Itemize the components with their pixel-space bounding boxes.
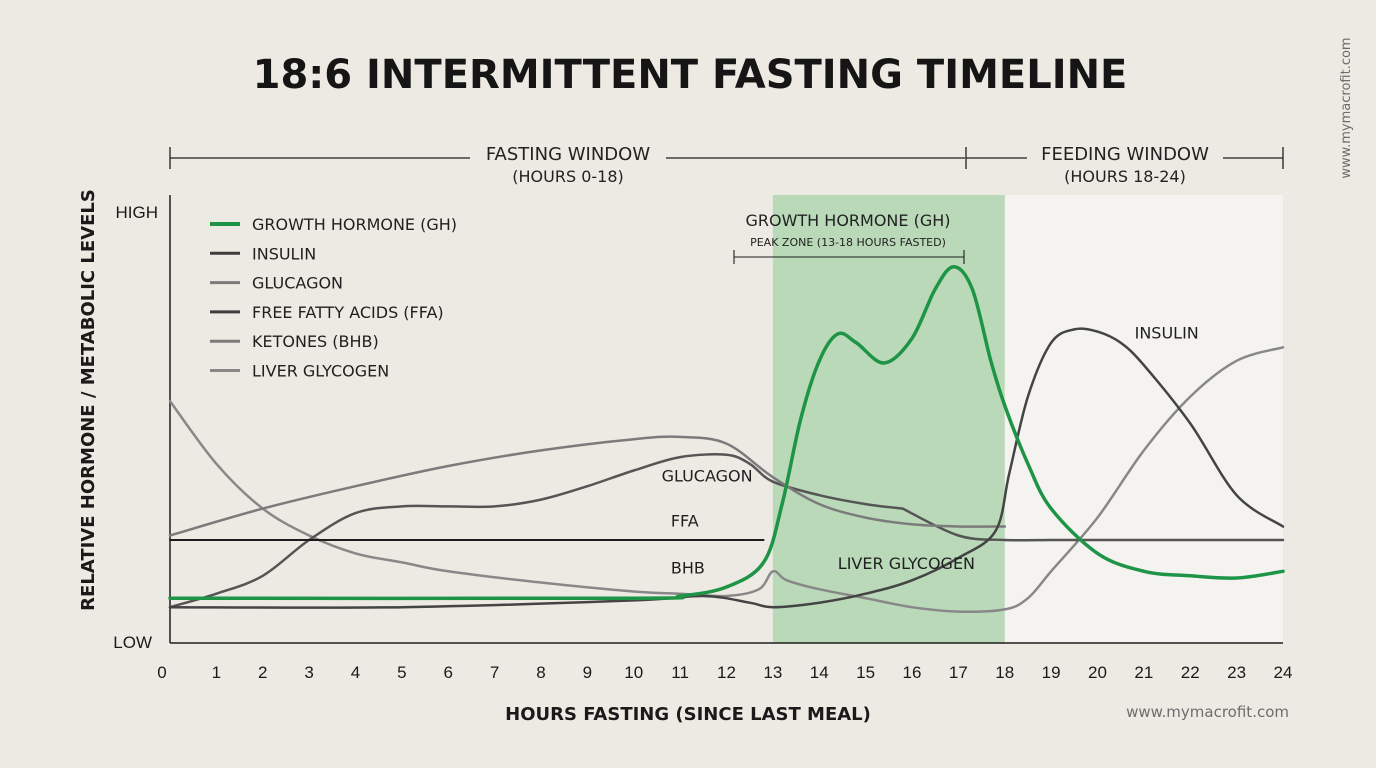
curve-annotations: INSULIN GLUCAGON FFA BHB LIVER GLYCOGEN xyxy=(662,323,1199,577)
feeding-window-label: FEEDING WINDOW xyxy=(1041,144,1209,165)
x-tick-label: 4 xyxy=(351,663,360,682)
x-tick-label: 11 xyxy=(671,663,689,682)
series-line-growth-hormone-gh xyxy=(168,264,1285,601)
axes xyxy=(169,195,1283,644)
x-tick-label: 16 xyxy=(903,663,922,682)
x-tick-label: 20 xyxy=(1088,663,1107,682)
legend-item: KETONES (BHB) xyxy=(210,332,379,351)
x-axis-title: HOURS FASTING (SINCE LAST MEAL) xyxy=(505,704,871,725)
fasting-window-label: FASTING WINDOW xyxy=(486,144,650,165)
x-tick-label: 13 xyxy=(763,663,782,682)
feeding-window-sublabel: (HOURS 18-24) xyxy=(1064,167,1186,186)
x-tick-label: 23 xyxy=(1227,663,1246,682)
legend-item: GROWTH HORMONE (GH) xyxy=(210,215,457,234)
x-tick-label: 6 xyxy=(444,663,453,682)
legend-label: GROWTH HORMONE (GH) xyxy=(252,215,457,234)
x-tick-label: 21 xyxy=(1134,663,1153,682)
legend-item: GLUCAGON xyxy=(210,274,343,293)
annotation-bhb: BHB xyxy=(671,559,705,578)
chart-title: 18:6 INTERMITTENT FASTING TIMELINE xyxy=(253,52,1128,98)
x-tick-label: 18 xyxy=(995,663,1014,682)
peak-zone-sublabel: PEAK ZONE (13-18 HOURS FASTED) xyxy=(750,236,946,249)
x-tick-label: 0 xyxy=(157,663,166,682)
legend-item: INSULIN xyxy=(210,244,316,263)
annotation-ffa: FFA xyxy=(671,512,699,531)
series-line-ketones-bhb xyxy=(168,453,904,609)
y-axis-title: RELATIVE HORMONE / METABOLIC LEVELS xyxy=(78,189,99,611)
series-lines xyxy=(168,264,1285,613)
legend-label: LIVER GLYCOGEN xyxy=(252,362,389,381)
x-tick-label: 1 xyxy=(212,663,221,682)
x-tick-labels: 0 1 2 3 4 5 6 7 8 9 10 11 12 13 14 15 16 17 18 19 20 21 22 23 24 xyxy=(157,663,1292,682)
peak-zone-bracket xyxy=(733,250,965,264)
feeding-window-region xyxy=(1004,195,1283,643)
legend-label: INSULIN xyxy=(252,244,316,263)
x-tick-label: 14 xyxy=(810,663,829,682)
watermark-bottom: www.mymacrofit.com xyxy=(1126,703,1289,721)
gh-peak-zone-region xyxy=(772,195,1005,643)
y-high-label: HIGH xyxy=(116,203,159,222)
x-tick-label: 24 xyxy=(1274,663,1293,682)
legend-label: FREE FATTY ACIDS (FFA) xyxy=(252,303,444,322)
x-tick-label: 7 xyxy=(490,663,499,682)
legend-item: FREE FATTY ACIDS (FFA) xyxy=(210,303,444,322)
x-tick-label: 10 xyxy=(624,663,643,682)
legend-item: LIVER GLYCOGEN xyxy=(210,362,389,381)
x-tick-label: 17 xyxy=(949,663,968,682)
x-tick-label: 19 xyxy=(1042,663,1061,682)
annotation-insulin: INSULIN xyxy=(1135,323,1199,342)
x-tick-label: 5 xyxy=(397,663,406,682)
x-tick-label: 15 xyxy=(856,663,875,682)
series-line-glucagon xyxy=(168,435,1007,537)
fasting-window-sublabel: (HOURS 0-18) xyxy=(512,167,624,186)
series-line-liver-glycogen xyxy=(168,346,1285,613)
annotation-liver-glycogen: LIVER GLYCOGEN xyxy=(838,554,975,573)
x-tick-label: 22 xyxy=(1181,663,1200,682)
x-tick-label: 12 xyxy=(717,663,736,682)
legend: GROWTH HORMONE (GH) INSULIN GLUCAGON FREE F… xyxy=(210,215,457,381)
x-tick-label: 9 xyxy=(583,663,592,682)
window-bracket xyxy=(169,147,1284,169)
peak-zone-label: GROWTH HORMONE (GH) xyxy=(745,211,950,230)
series-line-insulin xyxy=(168,327,1285,609)
x-tick-label: 3 xyxy=(304,663,313,682)
annotation-glucagon: GLUCAGON xyxy=(662,467,753,486)
watermark-side: www.mymacrofit.com xyxy=(1339,37,1354,178)
legend-label: GLUCAGON xyxy=(252,274,343,293)
x-tick-label: 2 xyxy=(258,663,267,682)
x-tick-label: 8 xyxy=(536,663,545,682)
series-line-ketones-bhb-tail xyxy=(901,507,1285,542)
y-low-label: LOW xyxy=(113,633,152,652)
legend-label: KETONES (BHB) xyxy=(252,332,379,351)
